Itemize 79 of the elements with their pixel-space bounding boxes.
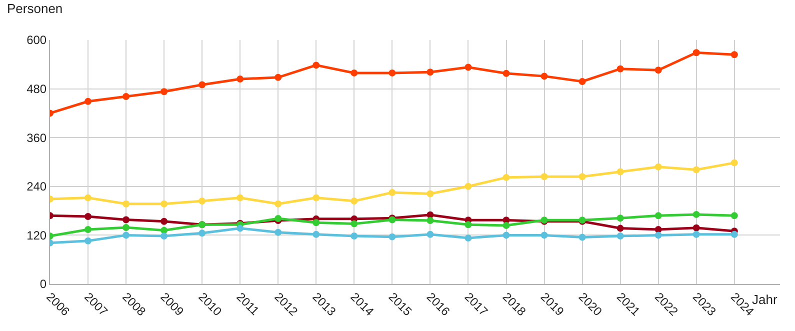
point bbox=[122, 224, 130, 231]
point bbox=[388, 189, 396, 196]
point bbox=[692, 230, 700, 238]
point bbox=[350, 198, 358, 205]
point bbox=[84, 212, 92, 220]
point bbox=[274, 200, 282, 208]
point bbox=[540, 72, 548, 80]
point bbox=[616, 214, 624, 222]
point bbox=[160, 200, 168, 208]
point bbox=[616, 224, 624, 232]
point bbox=[616, 65, 624, 72]
point bbox=[198, 81, 206, 88]
point bbox=[274, 74, 282, 81]
point bbox=[160, 232, 168, 240]
y-tick-label: 600 bbox=[26, 33, 47, 48]
point bbox=[502, 222, 510, 229]
point bbox=[236, 194, 244, 202]
y-tick-label: 120 bbox=[26, 228, 47, 242]
point bbox=[464, 182, 472, 190]
point bbox=[502, 232, 510, 239]
point bbox=[654, 212, 662, 220]
point bbox=[730, 159, 738, 166]
point bbox=[426, 68, 434, 76]
point bbox=[692, 49, 700, 56]
point bbox=[540, 173, 548, 180]
point bbox=[388, 233, 396, 240]
y-tick-label: 360 bbox=[26, 130, 47, 145]
point bbox=[122, 200, 130, 208]
x-axis-title: Jahr bbox=[752, 292, 778, 307]
point bbox=[122, 216, 130, 224]
point bbox=[312, 230, 320, 238]
point bbox=[464, 64, 472, 71]
point bbox=[84, 98, 92, 105]
point bbox=[464, 221, 472, 228]
point bbox=[692, 224, 700, 232]
point bbox=[654, 232, 662, 239]
point bbox=[730, 230, 738, 238]
point bbox=[198, 198, 206, 205]
point bbox=[274, 228, 282, 236]
point bbox=[540, 232, 548, 239]
point bbox=[654, 226, 662, 234]
point bbox=[122, 232, 130, 239]
point bbox=[616, 232, 624, 240]
point bbox=[502, 174, 510, 181]
point bbox=[730, 51, 738, 58]
point bbox=[388, 69, 396, 76]
point bbox=[692, 210, 700, 218]
point bbox=[160, 88, 168, 96]
point bbox=[578, 78, 586, 85]
point bbox=[692, 166, 700, 174]
point bbox=[350, 69, 358, 76]
point bbox=[312, 62, 320, 69]
point bbox=[426, 230, 434, 238]
point bbox=[578, 234, 586, 241]
point bbox=[236, 76, 244, 83]
point bbox=[502, 70, 510, 77]
point bbox=[312, 194, 320, 202]
point bbox=[578, 173, 586, 180]
point bbox=[236, 224, 244, 232]
point bbox=[160, 218, 168, 225]
point bbox=[198, 230, 206, 237]
point bbox=[426, 190, 434, 198]
point bbox=[654, 66, 662, 74]
point bbox=[84, 194, 92, 202]
point bbox=[464, 234, 472, 242]
point bbox=[312, 219, 320, 226]
point bbox=[84, 226, 92, 234]
point bbox=[730, 212, 738, 220]
point bbox=[350, 220, 358, 228]
y-axis-title: Personen bbox=[7, 1, 63, 16]
point bbox=[84, 237, 92, 244]
y-tick-label: 480 bbox=[26, 82, 47, 96]
point bbox=[122, 93, 130, 100]
point bbox=[654, 163, 662, 170]
point bbox=[426, 217, 434, 224]
y-tick-label: 240 bbox=[26, 180, 47, 194]
point bbox=[616, 168, 624, 176]
y-tick-label: 0 bbox=[40, 277, 47, 292]
point bbox=[350, 232, 358, 240]
